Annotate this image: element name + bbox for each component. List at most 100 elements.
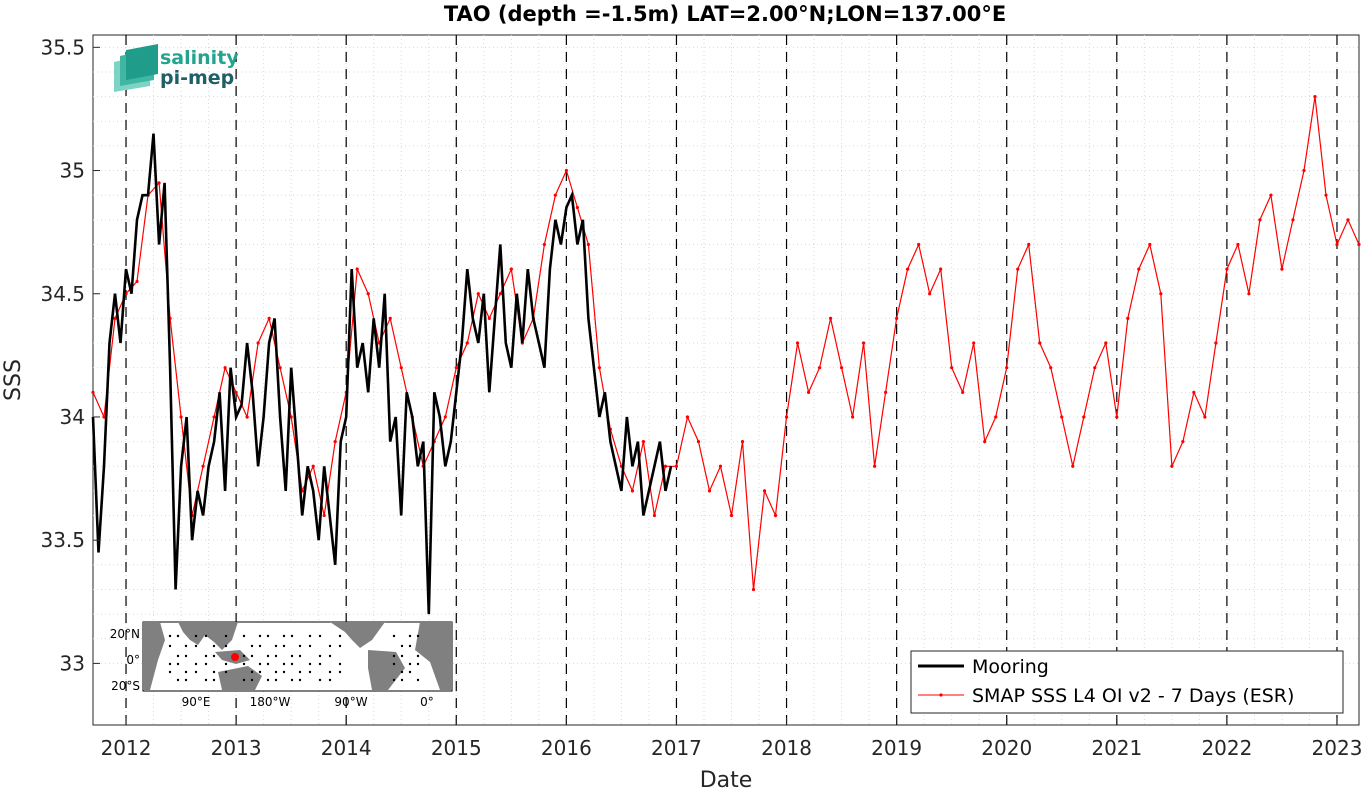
data-point-smap (256, 341, 260, 345)
x-tick-label: 2018 (761, 736, 812, 760)
inset-buoy-dot (400, 670, 404, 674)
inset-buoy-dot (408, 662, 412, 666)
inset-buoy-dot (212, 654, 216, 658)
x-tick-label: 2017 (651, 736, 702, 760)
inset-buoy-dot (392, 678, 396, 682)
inset-buoy-dot (282, 634, 286, 638)
data-point-smap (333, 440, 337, 444)
data-point-smap (102, 415, 106, 419)
data-point-smap (828, 316, 833, 320)
inset-buoy-dot (308, 644, 312, 648)
inset-buoy-dot (266, 634, 270, 638)
data-point-smap (509, 267, 513, 271)
data-point-smap (1126, 316, 1130, 320)
inset-buoy-dot (274, 678, 278, 682)
inset-buoy-dot (308, 662, 312, 666)
inset-buoy-dot (392, 662, 396, 666)
inset-buoy-dot (290, 634, 294, 638)
inset-buoy-dot (408, 634, 412, 638)
inset-buoy-dot (266, 662, 270, 666)
data-point-smap (906, 267, 910, 271)
data-point-smap (399, 366, 403, 370)
inset-buoy-dot (242, 634, 246, 638)
data-point-smap (1302, 168, 1306, 173)
data-point-smap (113, 316, 117, 320)
inset-xlabel-0: 0° (420, 695, 434, 709)
x-ticks: 2012 2013 2014 2015 2016 2017 2018 2019 2020 2021… (101, 718, 1362, 760)
x-tick-label: 2020 (981, 736, 1032, 760)
data-point-smap (443, 415, 447, 419)
data-point-smap (862, 341, 866, 345)
inset-buoy-dot (258, 644, 262, 648)
inset-buoy-dot (400, 678, 404, 682)
inset-buoy-dot (224, 634, 228, 638)
data-point-smap (1236, 242, 1240, 247)
data-point-smap (355, 267, 359, 271)
data-point-smap (278, 366, 282, 370)
data-point-smap (223, 366, 227, 370)
data-point-smap (784, 415, 789, 419)
y-tick-label: 33.5 (40, 528, 85, 552)
inset-buoy-dot (212, 678, 216, 682)
x-tick-label: 2021 (1091, 736, 1142, 760)
data-point-smap (983, 440, 987, 444)
data-point-smap (1049, 366, 1053, 370)
data-point-smap (994, 415, 998, 419)
legend-marker-smap (939, 693, 943, 697)
inset-buoy-dot (318, 654, 322, 658)
inset-buoy-dot (258, 670, 262, 674)
data-point-smap (884, 390, 888, 394)
logo-icon (114, 44, 158, 92)
y-tick-label: 34 (60, 405, 85, 429)
inset-buoy-dot (282, 662, 286, 666)
inset-buoy-dot (184, 670, 188, 674)
salinity-pimep-logo: salinity pi-mep (114, 44, 239, 92)
inset-buoy-dot (176, 662, 180, 666)
inset-buoy-dot (168, 644, 172, 648)
data-point-smap (696, 440, 701, 444)
inset-buoy-dot (250, 678, 254, 682)
data-point-smap (895, 316, 899, 320)
y-tick-label: 35.5 (40, 35, 85, 59)
inset-buoy-dot (318, 662, 322, 666)
inset-buoy-dot (258, 662, 262, 666)
series-layer (91, 95, 1361, 615)
data-point-smap (630, 489, 635, 493)
data-point-smap (1115, 415, 1119, 419)
x-tick-label: 2016 (541, 736, 592, 760)
inset-buoy-dot (204, 662, 208, 666)
inset-buoy-dot (266, 654, 270, 658)
data-point-smap (267, 316, 271, 320)
inset-ylabel-20s: 20°S (111, 679, 140, 693)
data-point-smap (564, 168, 568, 173)
data-point-smap (542, 242, 546, 247)
data-point-smap (740, 440, 745, 444)
data-point-smap (928, 292, 932, 296)
data-point-smap (1258, 218, 1262, 222)
inset-buoy-dot (194, 662, 198, 666)
data-point-smap (652, 513, 657, 518)
data-point-smap (795, 341, 800, 345)
year-boundary-lines (125, 35, 1338, 725)
data-point-smap (773, 513, 778, 518)
inset-buoy-dot (290, 654, 294, 658)
data-point-smap (476, 292, 480, 296)
data-point-smap (1159, 292, 1163, 296)
data-point-smap (1225, 267, 1229, 271)
inset-buoy-dot (204, 654, 208, 658)
y-tick-label: 33 (60, 651, 85, 675)
inset-buoy-dot (408, 644, 412, 648)
data-point-smap (135, 279, 139, 284)
inset-buoy-dot (328, 670, 332, 674)
x-tick-label: 2022 (1201, 736, 1252, 760)
inset-buoy-dot (318, 634, 322, 638)
inset-buoy-dot (176, 634, 180, 638)
inset-land-africa (143, 622, 165, 690)
inset-buoy-dot (416, 662, 420, 666)
data-point-smap (1181, 440, 1185, 444)
data-point-smap (1005, 366, 1009, 370)
data-point-smap (873, 464, 877, 468)
inset-buoy-dot (298, 670, 302, 674)
data-point-smap (498, 292, 502, 296)
